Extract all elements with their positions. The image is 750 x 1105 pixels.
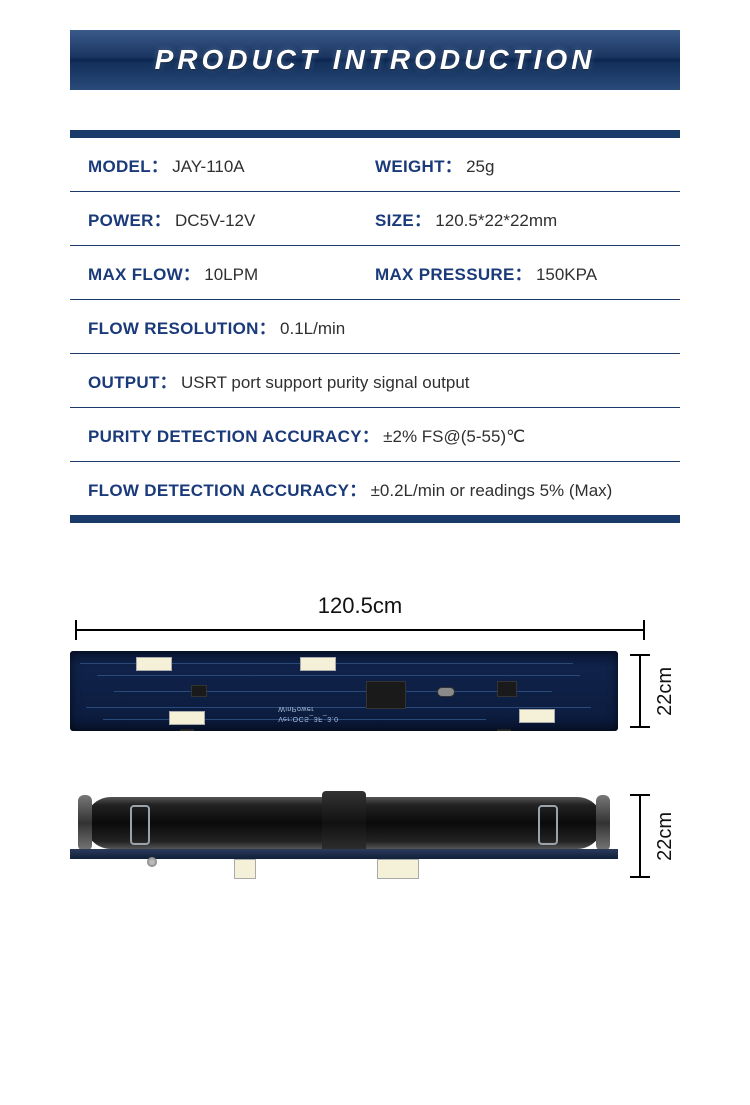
spec-cell: FLOW DETECTION ACCURACY：±0.2L/min or rea…: [88, 476, 662, 501]
spec-label: POWER：: [88, 206, 171, 231]
spec-row: OUTPUT：USRT port support purity signal o…: [70, 354, 680, 408]
spec-label: MAX FLOW：: [88, 260, 200, 285]
header-band: PRODUCT INTRODUCTION: [70, 30, 680, 90]
spec-row: MAX FLOW：10LPMMAX PRESSURE：150KPA: [70, 246, 680, 300]
spec-value: ±0.2L/min or readings 5% (Max): [371, 481, 613, 501]
spec-value: 0.1L/min: [280, 319, 345, 339]
spec-row: POWER：DC5V-12VSIZE：120.5*22*22mm: [70, 192, 680, 246]
height-dimension-top: 22cm: [630, 651, 680, 731]
spec-cell: POWER：DC5V-12V: [88, 206, 375, 231]
pcb-silk-version: Ver:OCS_3F_3.0: [278, 715, 338, 722]
spec-value: USRT port support purity signal output: [181, 373, 470, 393]
pcb-silk-text: WinPower: [278, 705, 314, 712]
spec-label: SIZE：: [375, 206, 431, 231]
page-title: PRODUCT INTRODUCTION: [155, 44, 596, 76]
spec-value: JAY-110A: [172, 157, 244, 177]
spec-label: PURITY DETECTION ACCURACY：: [88, 422, 379, 447]
width-dimension-label: 120.5cm: [70, 593, 650, 619]
spec-row: FLOW RESOLUTION：0.1L/min: [70, 300, 680, 354]
pcb-side-row: 22cm: [70, 791, 680, 881]
spec-cell: MODEL：JAY-110A: [88, 152, 375, 177]
spec-row: PURITY DETECTION ACCURACY：±2% FS@(5-55)℃: [70, 408, 680, 462]
spec-table: MODEL：JAY-110AWEIGHT：25gPOWER：DC5V-12VSI…: [70, 130, 680, 523]
spec-label: MAX PRESSURE：: [375, 260, 532, 285]
spec-cell: SIZE：120.5*22*22mm: [375, 206, 662, 231]
spec-value: 25g: [466, 157, 494, 177]
pcb-top-row: WinPower Ver:OCS_3F_3.0 22cm: [70, 651, 680, 731]
spec-value: DC5V-12V: [175, 211, 255, 231]
spec-value: 150KPA: [536, 265, 597, 285]
dimension-line-horizontal: [70, 621, 650, 639]
spec-cell: WEIGHT：25g: [375, 152, 662, 177]
spec-label: FLOW RESOLUTION：: [88, 314, 276, 339]
spec-cell: OUTPUT：USRT port support purity signal o…: [88, 368, 662, 393]
spec-value: 120.5*22*22mm: [435, 211, 557, 231]
spec-row: FLOW DETECTION ACCURACY：±0.2L/min or rea…: [70, 462, 680, 515]
height-dimension-top-label: 22cm: [654, 667, 677, 716]
pcb-side-view: [70, 791, 618, 881]
spec-value: 10LPM: [204, 265, 258, 285]
spec-value: ±2% FS@(5-55)℃: [383, 427, 525, 447]
spec-cell: PURITY DETECTION ACCURACY：±2% FS@(5-55)℃: [88, 422, 662, 447]
height-dimension-side-label: 22cm: [654, 812, 677, 861]
spec-row: MODEL：JAY-110AWEIGHT：25g: [70, 138, 680, 192]
pcb-top-view: WinPower Ver:OCS_3F_3.0: [70, 651, 618, 731]
product-diagram: 120.5cm WinPower: [70, 593, 680, 881]
spec-label: FLOW DETECTION ACCURACY：: [88, 476, 367, 501]
spec-cell: MAX FLOW：10LPM: [88, 260, 375, 285]
spec-label: OUTPUT：: [88, 368, 177, 393]
spec-cell: MAX PRESSURE：150KPA: [375, 260, 662, 285]
spec-label: MODEL：: [88, 152, 168, 177]
width-dimension: 120.5cm: [70, 593, 650, 643]
height-dimension-side: 22cm: [630, 791, 680, 881]
spec-label: WEIGHT：: [375, 152, 462, 177]
spec-cell: FLOW RESOLUTION：0.1L/min: [88, 314, 662, 339]
